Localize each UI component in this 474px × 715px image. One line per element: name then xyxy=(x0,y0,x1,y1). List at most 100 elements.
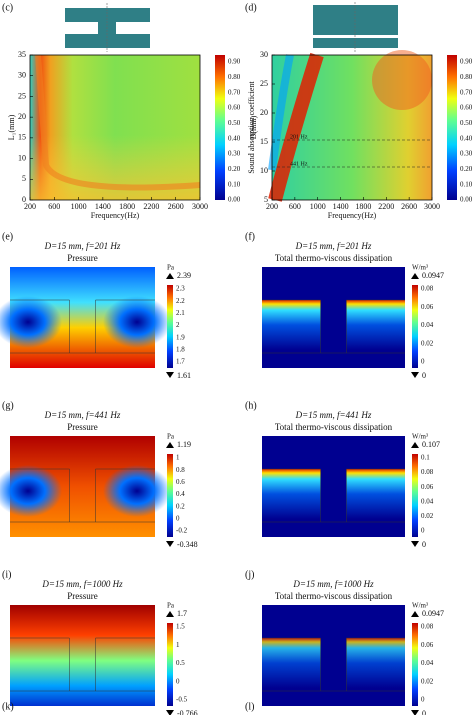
panel-label: (f) xyxy=(245,231,255,242)
panel-label: (k) xyxy=(2,701,14,712)
y-tick-label: 25 xyxy=(18,91,26,100)
panel-title: D=15 mm, f=441 Hz xyxy=(44,410,121,420)
colorbar-tick-label: 0.08 xyxy=(421,285,434,293)
panel-label: (j) xyxy=(245,569,254,580)
max-marker xyxy=(411,273,419,279)
colorbar xyxy=(412,454,418,537)
colorbar-tick-label: 0.00 xyxy=(460,196,473,204)
colorbar-tick-label: 0.90 xyxy=(228,58,241,66)
panel-subtitle: Pressure xyxy=(67,253,98,263)
x-axis-label: Frequency(Hz) xyxy=(328,211,377,220)
geometry-outline xyxy=(262,299,405,354)
geometry-outline xyxy=(262,468,405,523)
colorbar-tick-label: 0.90 xyxy=(460,58,473,66)
cavity-field xyxy=(262,469,321,519)
colorbar xyxy=(447,55,457,200)
max-marker xyxy=(166,611,174,617)
colorbar-tick-label: 2.1 xyxy=(176,309,185,317)
colorbar-min: 1.61 xyxy=(177,371,191,380)
colorbar-tick-label: 2.2 xyxy=(176,297,185,305)
annotation: 201 Hz xyxy=(290,134,308,140)
x-tick-label: 2200 xyxy=(378,202,394,211)
colorbar-tick-label: 0.04 xyxy=(421,659,434,667)
y-tick-label: 30 xyxy=(18,71,26,80)
colorbar-tick-label: -0.2 xyxy=(176,527,188,535)
panel-label: (g) xyxy=(2,400,14,411)
colorbar-tick-label: 0.02 xyxy=(421,512,434,520)
panel-title: D=15 mm, f=441 Hz xyxy=(295,410,372,420)
colorbar-tick-label: 0.80 xyxy=(460,73,473,81)
colorbar-min: 0 xyxy=(422,371,426,380)
y-tick-label: 30 xyxy=(260,50,268,59)
colorbar-unit: Pa xyxy=(167,264,175,272)
y-axis-label: D(mm) xyxy=(249,115,258,139)
colorbar xyxy=(167,285,173,368)
panel-label: (l) xyxy=(245,701,254,712)
colorbar-tick-label: 0.00 xyxy=(228,196,241,204)
y-tick-label: 15 xyxy=(18,133,26,142)
min-marker xyxy=(166,710,174,715)
heatmap-ridge xyxy=(35,54,201,191)
x-axis-label: Frequency(Hz) xyxy=(91,211,140,220)
colorbar-unit: Pa xyxy=(167,433,175,441)
colorbar-tick-label: 0.60 xyxy=(460,104,473,112)
colorbar-tick-label: 0.50 xyxy=(460,119,473,127)
colorbar-unit: Pa xyxy=(167,602,175,610)
y-tick-label: 15 xyxy=(260,137,268,146)
colorbar-unit: W/m³ xyxy=(412,433,428,441)
y-tick-label: 5 xyxy=(22,174,26,183)
colorbar-tick-label: 0.30 xyxy=(460,150,473,158)
colorbar xyxy=(215,55,225,200)
colorbar-tick-label: 0.2 xyxy=(176,502,185,510)
cavity-field xyxy=(262,638,321,688)
cavity-field xyxy=(103,296,171,348)
colorbar-tick-label: 1 xyxy=(176,641,180,649)
panel-subtitle: Pressure xyxy=(67,591,98,601)
y-tick-label: 20 xyxy=(260,108,268,117)
colorbar-tick-label: 0 xyxy=(176,677,180,685)
cavity-field xyxy=(0,296,62,348)
y-axis-label: L₁(mm) xyxy=(7,114,16,140)
colorbar-max: 1.7 xyxy=(177,609,187,618)
max-marker xyxy=(411,442,419,448)
colorbar-max: 0.0947 xyxy=(422,271,444,280)
x-tick-label: 3000 xyxy=(424,202,440,211)
panel-subtitle: Pressure xyxy=(67,422,98,432)
colorbar-tick-label: 0.08 xyxy=(421,623,434,631)
cavity-field xyxy=(346,300,405,350)
x-tick-label: 3000 xyxy=(192,202,208,211)
colorbar-tick-label: 0 xyxy=(421,527,425,535)
colorbar xyxy=(167,454,173,537)
colorbar-tick-label: 2 xyxy=(176,321,180,329)
panel-subtitle: Total thermo-viscous dissipation xyxy=(275,253,393,263)
cavity-field xyxy=(0,465,62,517)
max-marker xyxy=(166,273,174,279)
annotation: 441 Hz xyxy=(290,161,308,167)
colorbar-tick-label: 0.10 xyxy=(460,180,473,188)
panel-title: D=15 mm, f=201 Hz xyxy=(44,241,121,251)
geometry-outline xyxy=(10,637,155,692)
colorbar-max: 1.19 xyxy=(177,440,191,449)
colorbar-tick-label: 1.5 xyxy=(176,623,185,631)
colorbar-tick-label: 0.04 xyxy=(421,321,434,329)
panel-label: (d) xyxy=(245,2,257,13)
colorbar xyxy=(412,623,418,706)
heatmap-blob xyxy=(372,50,432,110)
colorbar-tick-label: 1.7 xyxy=(176,358,185,366)
axes-frame xyxy=(29,54,201,201)
x-tick-label: 600 xyxy=(48,202,60,211)
y-tick-label: 20 xyxy=(18,112,26,121)
colorbar-tick-label: 0.02 xyxy=(421,677,434,685)
cavity-field xyxy=(346,469,405,519)
panel-subtitle: Total thermo-viscous dissipation xyxy=(275,591,393,601)
colorbar-min: 0 xyxy=(422,540,426,549)
panel-title: D=15 mm, f=1000 Hz xyxy=(292,579,374,589)
panel-title: D=15 mm, f=201 Hz xyxy=(295,241,372,251)
min-marker xyxy=(166,541,174,547)
colorbar xyxy=(167,623,173,706)
schematic-c xyxy=(65,3,150,52)
colorbar-tick-label: 0.08 xyxy=(421,468,434,476)
panel-label: (i) xyxy=(2,569,11,580)
colorbar-tick-label: 0.02 xyxy=(421,339,434,347)
